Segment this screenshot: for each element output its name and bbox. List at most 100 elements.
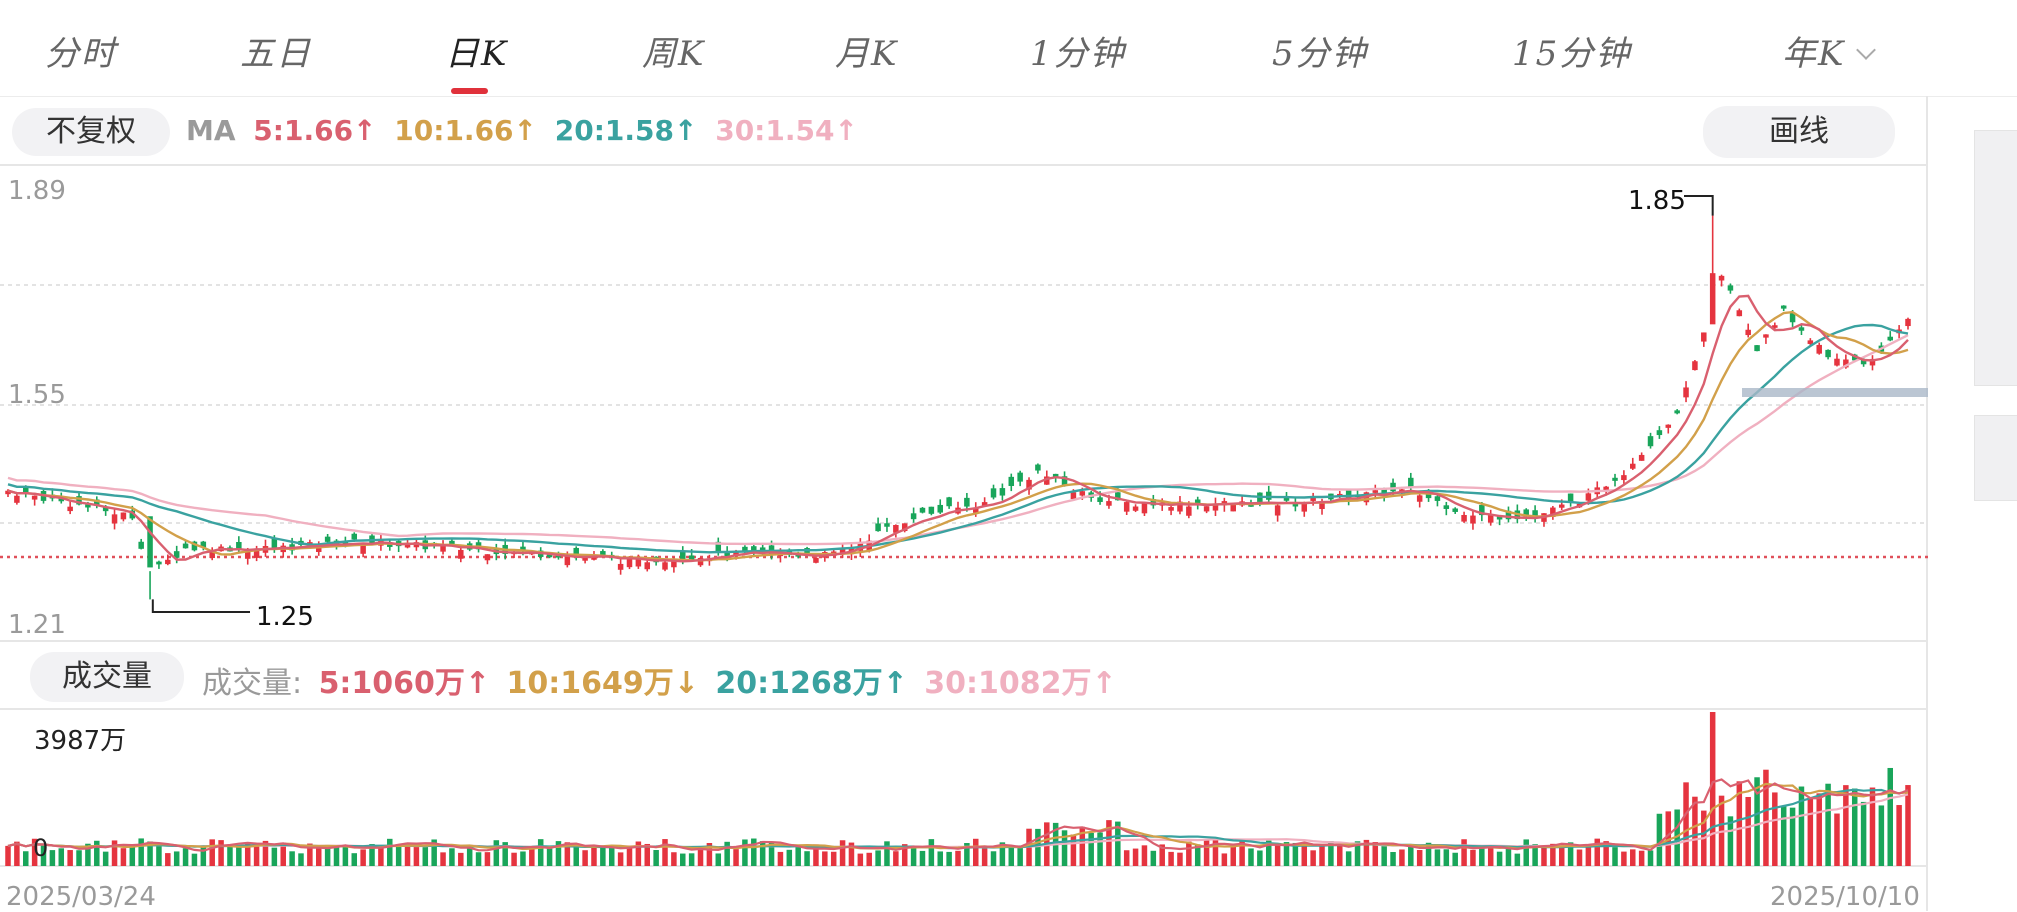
candle-body <box>1123 502 1130 512</box>
candle-body <box>253 548 260 558</box>
candle-body <box>644 562 651 570</box>
volume-bar <box>733 849 739 866</box>
candle-body <box>1434 496 1441 501</box>
candle-body <box>1408 477 1414 488</box>
volume-bar <box>369 844 375 866</box>
tab-1min[interactable]: 1分钟 <box>1030 34 1126 74</box>
volume-bar <box>1452 852 1458 866</box>
ma20-line <box>7 323 1909 554</box>
volume-bar <box>67 850 73 866</box>
candle-body <box>1496 515 1503 520</box>
volume-bar <box>1896 805 1902 866</box>
volume-bar <box>1123 850 1130 866</box>
volume-bar <box>253 842 260 866</box>
volume-bar <box>1283 842 1290 866</box>
candle-body <box>1301 503 1308 512</box>
volume-bar <box>706 843 713 866</box>
volume-bar <box>857 853 864 866</box>
volume-bar <box>1079 826 1086 866</box>
tab-yearly-k[interactable]: 年K <box>1782 26 1877 75</box>
candle-body <box>1772 325 1778 328</box>
candle-body <box>1372 490 1379 493</box>
volume-bar <box>1265 840 1272 866</box>
y-tick-mid: 1.55 <box>8 380 66 410</box>
volume-pill[interactable]: 成交量 <box>30 652 184 702</box>
volume-bar <box>759 841 766 866</box>
volume-bar <box>1843 785 1849 866</box>
tab-five-day[interactable]: 五日 <box>240 34 312 74</box>
draw-line-button[interactable]: 画线 <box>1703 106 1895 158</box>
candle-body <box>1612 477 1618 481</box>
volume-bar <box>1408 845 1414 866</box>
volume-bar <box>520 851 526 866</box>
candle-body <box>1115 492 1121 501</box>
y-tick-top: 1.89 <box>8 176 66 206</box>
candle-body <box>236 541 242 549</box>
tab-monthly-k[interactable]: 月K <box>835 34 899 74</box>
volume-bar <box>1798 786 1805 866</box>
volume-bar <box>1789 807 1796 866</box>
volume-bar <box>387 838 393 866</box>
volume-bar <box>564 842 571 866</box>
volume-legend: 成交量: 5:1060万↑ 10:1649万↓ 20:1268万↑ 30:108… <box>202 658 1123 702</box>
volume-bar <box>688 853 695 866</box>
current-price-band <box>1742 388 1928 397</box>
ma20-value: 20:1.58↑ <box>554 114 698 147</box>
tab-weekly-k[interactable]: 周K <box>642 34 706 74</box>
ma-legend-label: MA <box>186 114 236 147</box>
volume-bar <box>1736 781 1743 866</box>
tab-daily-k[interactable]: 日K <box>445 34 509 74</box>
tab-intraday[interactable]: 分时 <box>45 34 117 74</box>
candle-body <box>893 524 899 533</box>
candle-body <box>449 540 455 546</box>
volume-bar <box>1328 841 1334 866</box>
volume-bar <box>1754 777 1760 866</box>
candle-body <box>1851 354 1858 361</box>
vol-ma5-line <box>7 778 1909 852</box>
volume-bar <box>671 852 677 866</box>
volume-bar <box>990 851 997 866</box>
candle-body <box>1470 515 1476 524</box>
side-panel-bottom[interactable] <box>1974 415 2017 501</box>
candle-body <box>1887 336 1893 341</box>
volume-bar <box>1780 805 1787 866</box>
candle-body <box>1168 507 1174 511</box>
volume-bar <box>1354 841 1361 866</box>
volume-bar <box>1656 813 1663 866</box>
volume-bar <box>1576 849 1583 866</box>
volume-bar <box>1248 848 1254 866</box>
candle-body <box>1274 505 1281 516</box>
candle-body <box>600 551 606 557</box>
volume-bar <box>475 852 482 866</box>
volume-bar <box>910 845 917 866</box>
candle-body <box>1141 503 1148 514</box>
candle-body <box>1194 499 1201 504</box>
candle-body <box>697 558 704 566</box>
candle-body <box>928 506 935 514</box>
volume-bar <box>1434 849 1441 866</box>
volume-bar <box>1541 847 1547 866</box>
volume-bar <box>14 841 20 866</box>
candle-body <box>1754 345 1760 352</box>
volume-bar <box>573 847 579 866</box>
side-panel-top[interactable] <box>1974 130 2017 386</box>
volume-bar <box>1479 848 1485 866</box>
candle-body <box>981 502 988 507</box>
candle-body <box>138 541 144 549</box>
candle-body <box>1523 509 1529 517</box>
period-tab-bar: 分时 五日 日K 周K 月K 1分钟 5分钟 15分钟 年K <box>0 0 2017 97</box>
volume-bar <box>1088 833 1094 866</box>
candle-body <box>1452 508 1458 512</box>
volume-bar <box>1337 844 1343 866</box>
adjust-button[interactable]: 不复权 <box>12 108 170 156</box>
candle-body <box>1044 476 1050 485</box>
volume-bar <box>1523 839 1529 866</box>
volume-bar <box>94 840 100 866</box>
volume-bar <box>999 842 1006 866</box>
candle-body <box>111 514 118 524</box>
tab-yearly-k-label: 年K <box>1782 34 1846 74</box>
tab-5min[interactable]: 5分钟 <box>1272 34 1368 74</box>
tab-15min[interactable]: 15分钟 <box>1512 34 1632 74</box>
candle-body <box>1532 510 1538 517</box>
candle-body <box>1416 495 1423 502</box>
